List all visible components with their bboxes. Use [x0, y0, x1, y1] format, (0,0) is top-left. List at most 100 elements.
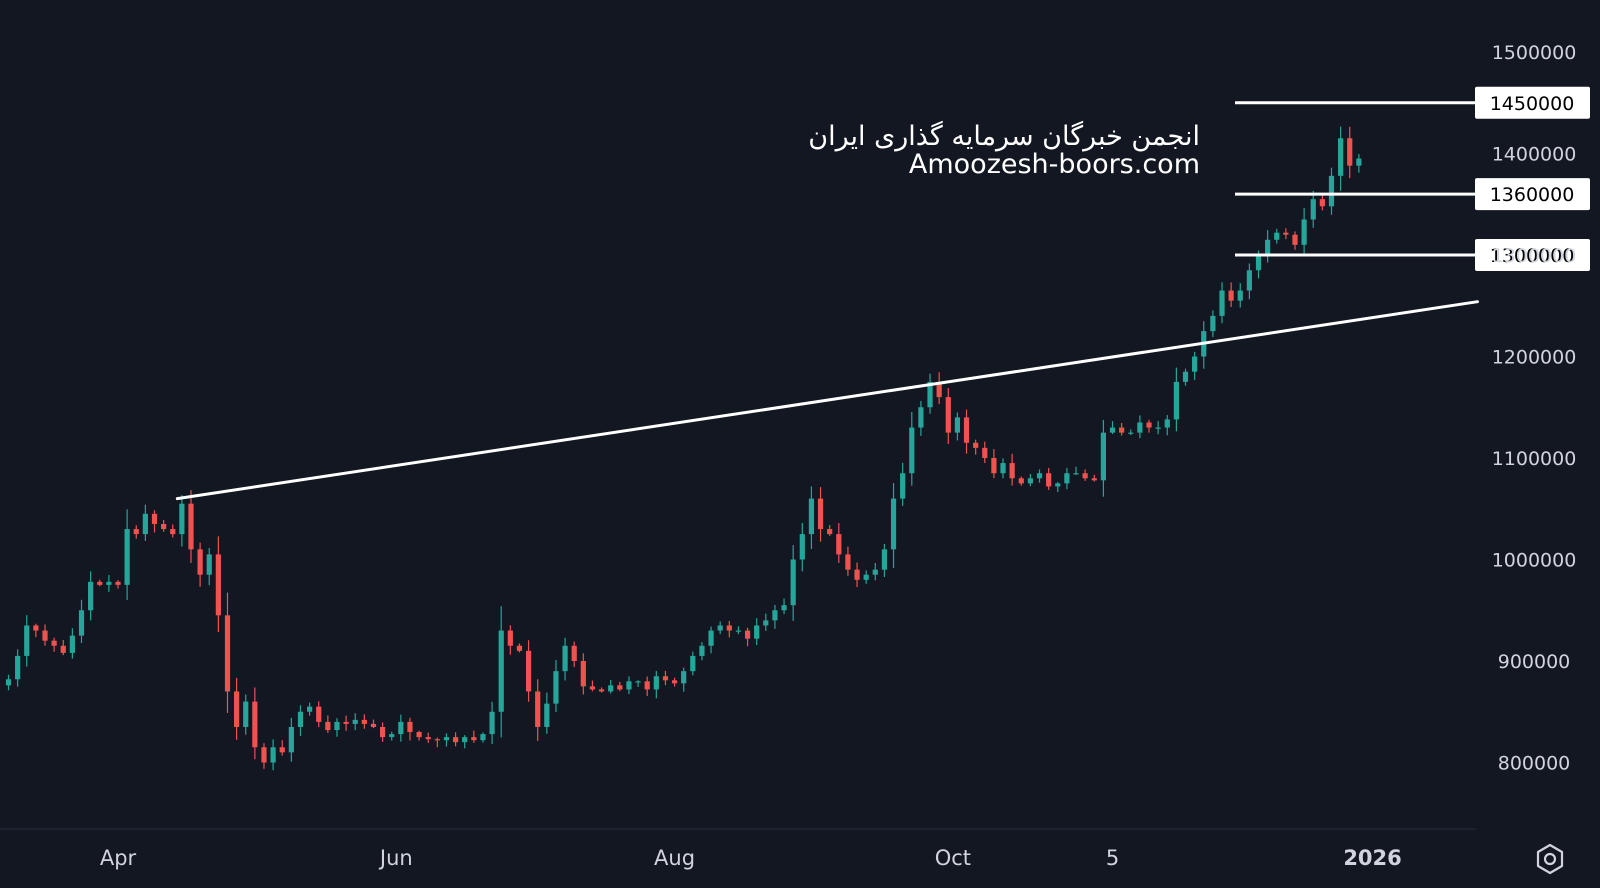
candle: [1182, 368, 1189, 386]
candle: [425, 732, 431, 743]
price-tick: 1100000: [1492, 448, 1577, 470]
candle: [15, 649, 21, 687]
candle: [726, 620, 732, 638]
candle: [60, 639, 66, 656]
level-1450000[interactable]: 1450000: [1235, 86, 1590, 119]
candle: [589, 680, 596, 692]
candle: [1356, 154, 1362, 173]
candle: [1292, 231, 1298, 250]
candle: [699, 642, 705, 661]
price-tick: 1000000: [1492, 550, 1577, 572]
candle: [407, 717, 413, 741]
price-tick: 900000: [1498, 651, 1571, 673]
candle: [1310, 190, 1316, 228]
candle: [1082, 469, 1088, 481]
level-lines: 1450000 1360000 1300000: [1235, 86, 1590, 271]
candle: [1055, 481, 1061, 492]
candle: [452, 732, 459, 747]
candle: [900, 462, 906, 506]
candle: [963, 409, 970, 454]
candle: [535, 679, 541, 741]
candle: [744, 627, 751, 647]
candle: [5, 674, 12, 691]
candle: [571, 641, 577, 667]
candle: [1338, 126, 1344, 191]
candle: [890, 483, 897, 569]
candle: [1036, 469, 1043, 483]
candle: [462, 735, 468, 749]
candle: [270, 739, 276, 771]
price-tick: 1500000: [1492, 42, 1577, 64]
candle: [772, 604, 778, 629]
candle: [188, 490, 194, 563]
level-label: 1300000: [1490, 245, 1575, 267]
level-1360000[interactable]: 1360000: [1235, 178, 1590, 211]
candle: [1137, 415, 1143, 439]
candle: [781, 598, 787, 615]
candle: [1237, 283, 1243, 308]
candle: [1119, 423, 1125, 436]
candle: [754, 618, 760, 646]
candle: [516, 643, 523, 653]
candle: [1192, 351, 1198, 380]
candle: [389, 731, 395, 741]
trendline[interactable]: [175, 300, 1479, 501]
candle: [279, 740, 285, 756]
settings-hexagon-icon[interactable]: [1532, 841, 1568, 877]
candle: [133, 525, 139, 539]
candle: [708, 626, 714, 654]
candle: [179, 495, 185, 547]
time-tick: 5: [1106, 846, 1119, 870]
candle: [662, 670, 669, 686]
time-tick: Jun: [378, 846, 413, 870]
level-1300000[interactable]: 1300000: [1235, 239, 1590, 271]
candle: [799, 522, 805, 572]
price-tick: 800000: [1498, 753, 1571, 775]
candle: [973, 439, 979, 455]
candle: [307, 702, 313, 716]
price-axis[interactable]: 800000 900000 1000000 1100000 1200000 1300000…: [1492, 42, 1577, 775]
candle: [1319, 193, 1325, 211]
candle: [1219, 282, 1225, 324]
candle: [1064, 467, 1070, 490]
candle: [106, 575, 112, 592]
time-axis[interactable]: Apr Jun Aug Oct 5 2026: [100, 846, 1402, 870]
candle: [252, 687, 258, 760]
candle: [1109, 421, 1116, 435]
time-tick: Oct: [935, 846, 971, 870]
trendline-layer: [175, 300, 1479, 501]
time-tick: Apr: [100, 846, 137, 870]
candle: [443, 733, 450, 747]
candle: [1164, 415, 1170, 436]
candle: [1265, 230, 1271, 263]
price-tick: 1200000: [1492, 347, 1577, 369]
price-tick: 1400000: [1492, 144, 1577, 166]
candle: [489, 701, 495, 744]
candle: [653, 670, 659, 699]
candle: [717, 621, 723, 635]
candle: [1246, 263, 1252, 300]
candle: [115, 580, 121, 589]
candle: [617, 681, 623, 692]
watermark-latin: Amoozesh-boors.com: [908, 149, 1200, 180]
candle: [562, 637, 568, 681]
candle: [854, 562, 860, 588]
candle: [553, 660, 559, 713]
candle: [1274, 228, 1280, 244]
candle: [1128, 429, 1134, 436]
candle: [88, 571, 94, 621]
candle: [416, 730, 422, 741]
candle: [243, 694, 249, 735]
candle: [954, 412, 961, 441]
candle: [352, 713, 358, 731]
candle: [1073, 466, 1079, 475]
candle: [1091, 474, 1097, 482]
candle: [316, 701, 322, 728]
candle: [206, 547, 212, 586]
candle: [918, 400, 924, 436]
candle: [544, 692, 550, 734]
candle: [872, 563, 878, 581]
candle: [124, 509, 130, 600]
candle: [471, 730, 477, 743]
